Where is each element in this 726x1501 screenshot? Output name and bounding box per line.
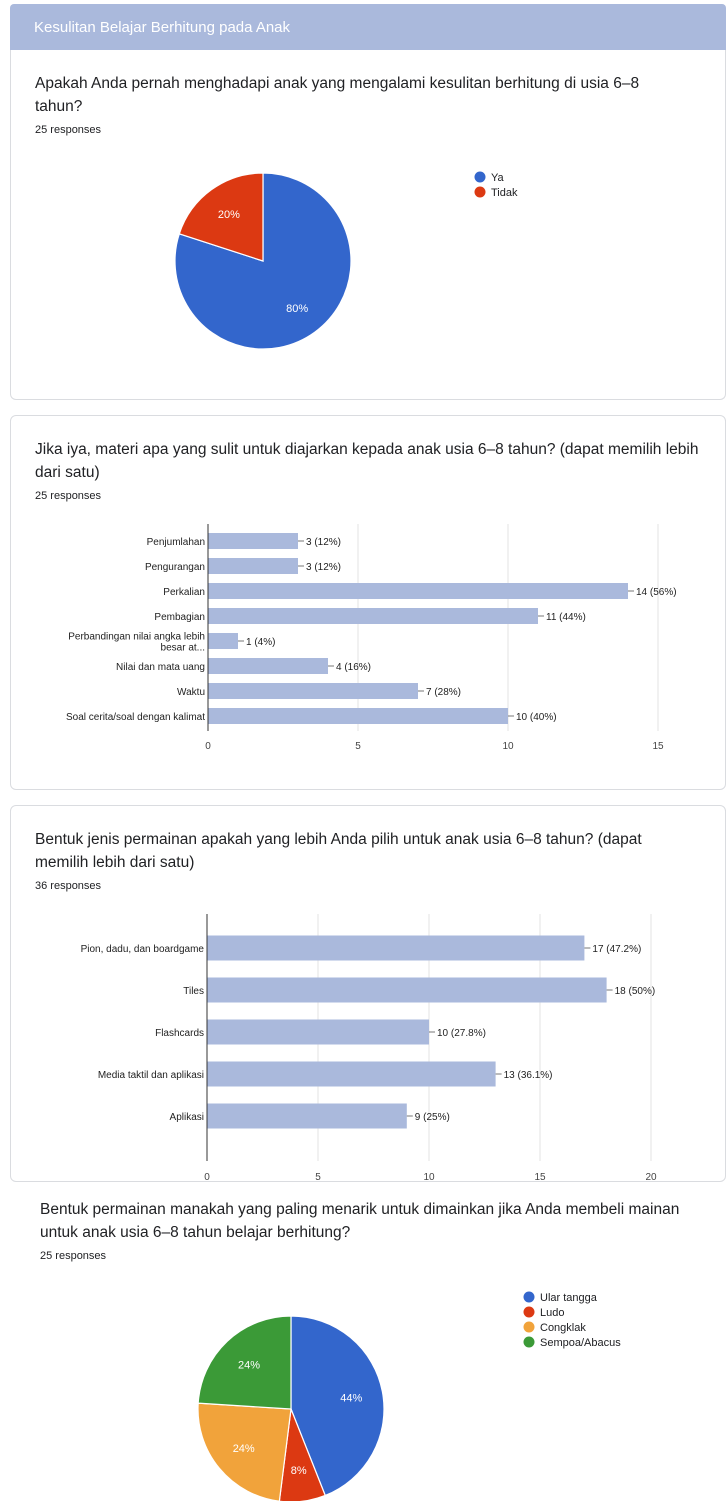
bar3-category-label-3: Media taktil dan aplikasi — [98, 1070, 204, 1081]
pie4-legend-dot-2 — [523, 1321, 535, 1333]
bar2-category-label-6: Waktu — [177, 687, 205, 698]
pie4-slice-label-2: 24% — [233, 1443, 255, 1455]
response-count-4: 25 responses — [40, 1250, 107, 1262]
bar2-x-tick-2: 10 — [502, 741, 514, 752]
response-count-2: 25 responses — [35, 490, 102, 502]
pie4-slice-label-0: 44% — [340, 1392, 362, 1404]
pie1-slice-label-1: 20% — [218, 209, 240, 221]
bar2-data-label-7: 10 (40%) — [516, 712, 557, 723]
question-title-1: Apakah Anda pernah menghadapi anak yang … — [35, 75, 640, 115]
pie1-slice-label-0: 80% — [286, 303, 308, 315]
pie-chart-1: 80% 20% Ya Tidak — [174, 171, 518, 350]
form-header: Kesulitan Belajar Berhitung pada Anak — [10, 4, 726, 50]
bar-chart-3: 0 5 10 15 20 17 (47.2%) Pion, dadu, dan boardg… — [81, 914, 657, 1183]
pie4-slice-0 — [290, 1315, 385, 1497]
pie4-legend-label-2: Congklak — [540, 1322, 586, 1334]
pie4-slice-label-3: 24% — [238, 1359, 260, 1371]
bar2-x-tick-3: 15 — [652, 741, 664, 752]
bar3-x-tick-1: 5 — [315, 1172, 321, 1183]
question-title-2: Jika iya, materi apa yang sulit untuk di… — [35, 441, 699, 481]
bar2-data-label-1: 3 (12%) — [306, 562, 341, 573]
bar2-bar-1 — [208, 558, 298, 574]
bar2-data-label-4: 1 (4%) — [246, 637, 275, 648]
pie-chart-4: 44% 8% 24% 24% Ular tangga Ludo Congklak Sempoa… — [197, 1291, 621, 1501]
bar3-bar-2 — [207, 1019, 429, 1045]
bar3-x-tick-3: 15 — [534, 1172, 546, 1183]
bar2-category-label-2: Perkalian — [163, 587, 205, 598]
response-count-3: 36 responses — [35, 880, 102, 892]
bar3-bar-1 — [207, 977, 607, 1003]
pie4-legend-label-0: Ular tangga — [540, 1292, 598, 1304]
bar3-category-label-0: Pion, dadu, dan boardgame — [81, 944, 205, 955]
bar2-bar-7 — [208, 708, 508, 724]
pie1-legend-label-0: Ya — [491, 172, 505, 184]
bar2-bar-6 — [208, 683, 418, 699]
bar2-category-label-5: Nilai dan mata uang — [116, 662, 205, 673]
bar-chart-2: 0 5 10 15 3 (12%) Penjumlahan 3 (12%) Pengurang… — [66, 524, 677, 752]
bar2-category-label-0: Penjumlahan — [147, 537, 205, 548]
bar2-category-label-4-0: Perbandingan nilai angka lebih — [68, 632, 205, 643]
pie1-legend-dot-1 — [474, 186, 486, 198]
form-title: Kesulitan Belajar Berhitung pada Anak — [34, 19, 291, 36]
bar2-data-label-3: 11 (44%) — [546, 612, 586, 623]
pie1-legend-label-1: Tidak — [491, 187, 518, 199]
pie1-slice-1 — [178, 172, 264, 262]
question-title-4: Bentuk permainan manakah yang paling men… — [40, 1201, 680, 1241]
bar3-bar-0 — [207, 935, 585, 961]
bar2-data-label-0: 3 (12%) — [306, 537, 341, 548]
bar3-data-label-2: 10 (27.8%) — [437, 1028, 486, 1039]
bar2-bar-4 — [208, 633, 238, 649]
bar3-bar-3 — [207, 1061, 496, 1087]
bar2-bar-2 — [208, 583, 628, 599]
question-card-4: Bentuk permainan manakah yang paling men… — [10, 1198, 726, 1501]
bar2-data-label-6: 7 (28%) — [426, 687, 461, 698]
response-count-1: 25 responses — [35, 124, 102, 136]
bar2-category-label-3: Pembagian — [154, 612, 205, 623]
bar3-data-label-1: 18 (50%) — [615, 986, 656, 997]
pie1-legend-dot-0 — [474, 171, 486, 183]
bar3-data-label-3: 13 (36.1%) — [504, 1070, 553, 1081]
bar2-x-tick-1: 5 — [355, 741, 361, 752]
bar2-bar-0 — [208, 533, 298, 549]
bar2-data-label-2: 14 (56%) — [636, 587, 677, 598]
bar3-data-label-0: 17 (47.2%) — [592, 944, 641, 955]
bar2-category-label-1: Pengurangan — [145, 562, 205, 573]
pie4-legend-label-3: Sempoa/Abacus — [540, 1337, 621, 1349]
bar3-category-label-1: Tiles — [183, 986, 204, 997]
pie4-slice-1 — [278, 1408, 327, 1501]
bar3-data-label-4: 9 (25%) — [415, 1112, 450, 1123]
bar3-category-label-4: Aplikasi — [170, 1112, 204, 1123]
pie4-slice-label-1: 8% — [291, 1465, 307, 1477]
pie4-legend-dot-1 — [523, 1306, 535, 1318]
bar3-bar-4 — [207, 1103, 407, 1129]
question-card-3: Bentuk jenis permainan apakah yang lebih… — [10, 805, 726, 1183]
pie4-legend-dot-3 — [523, 1336, 535, 1348]
bar3-x-tick-4: 20 — [645, 1172, 657, 1183]
bar3-x-tick-0: 0 — [204, 1172, 210, 1183]
bar3-x-tick-2: 10 — [423, 1172, 435, 1183]
bar2-x-tick-0: 0 — [205, 741, 211, 752]
pie4-legend-dot-0 — [523, 1291, 535, 1303]
pie4-slice-2 — [197, 1402, 292, 1501]
bar3-category-label-2: Flashcards — [155, 1028, 204, 1039]
pie4-legend-label-1: Ludo — [540, 1307, 564, 1319]
bar2-bar-3 — [208, 608, 538, 624]
question-card-2: Jika iya, materi apa yang sulit untuk di… — [10, 415, 726, 790]
question-title-3: Bentuk jenis permainan apakah yang lebih… — [35, 831, 642, 871]
bar2-bar-5 — [208, 658, 328, 674]
question-card-1: Apakah Anda pernah menghadapi anak yang … — [10, 50, 726, 400]
pie4-slice-3 — [197, 1315, 292, 1410]
bar2-category-label-4-1: besar at... — [161, 643, 205, 654]
bar2-data-label-5: 4 (16%) — [336, 662, 371, 673]
bar2-category-label-7: Soal cerita/soal dengan kalimat — [66, 712, 205, 723]
